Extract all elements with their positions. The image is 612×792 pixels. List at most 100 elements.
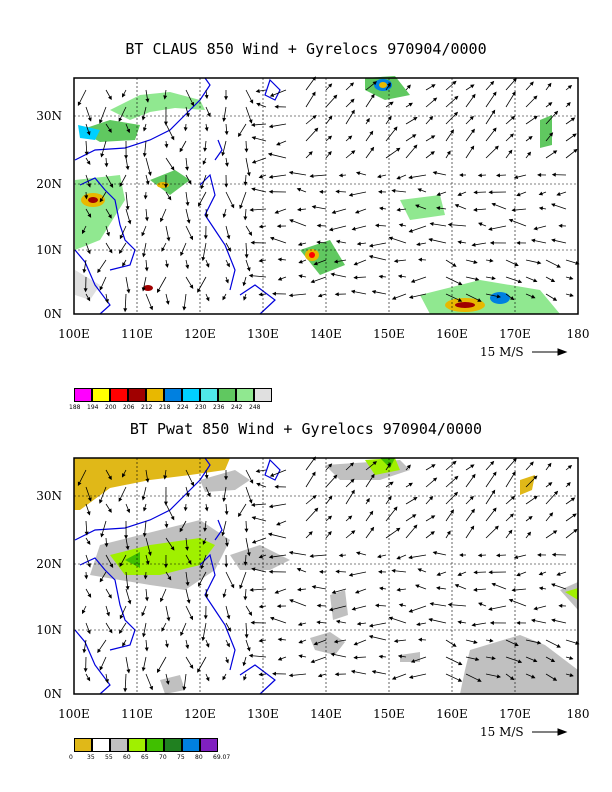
wind-vector-head bbox=[141, 231, 146, 237]
wind-vector-head bbox=[82, 609, 86, 615]
wind-vector-head bbox=[338, 173, 343, 178]
wind-vector-head bbox=[375, 223, 380, 228]
colorbar-label: 242 bbox=[231, 404, 243, 411]
wind-vector-head bbox=[243, 296, 247, 301]
wind-vector-head bbox=[418, 257, 423, 262]
wind-vector-head bbox=[204, 127, 209, 132]
wind-vector-head bbox=[248, 119, 253, 124]
colorbar-label: 188 bbox=[69, 404, 81, 411]
wind-vector-head bbox=[250, 502, 256, 507]
wind-vector-head bbox=[184, 546, 189, 551]
wind-vector-head bbox=[450, 509, 455, 514]
wind-vector-head bbox=[446, 530, 451, 535]
wind-vector-head bbox=[413, 117, 418, 121]
wind-vector-head bbox=[274, 484, 279, 489]
wind-vector-head bbox=[309, 554, 314, 559]
wind-vector-head bbox=[203, 527, 208, 532]
wind-vector-head bbox=[556, 644, 561, 648]
colorbar-label: 75 bbox=[177, 754, 185, 761]
wind-vector-head bbox=[165, 680, 170, 685]
wind-vector-head bbox=[509, 513, 514, 518]
wind-vector-head bbox=[108, 594, 112, 599]
wind-vector-head bbox=[179, 147, 184, 153]
colorbar-label: 248 bbox=[249, 404, 261, 411]
wind-vector-head bbox=[243, 596, 248, 601]
wind-vector-head bbox=[204, 507, 209, 512]
wind-vector-head bbox=[551, 552, 556, 557]
colorbar-swatch bbox=[182, 738, 200, 752]
wind-vector-head bbox=[471, 242, 476, 247]
wind-vector-head bbox=[508, 149, 513, 155]
wind-vector-head bbox=[412, 514, 417, 519]
wind-vector-head bbox=[371, 669, 376, 674]
wind-vector-head bbox=[144, 267, 149, 272]
wind-vector-head bbox=[372, 81, 377, 86]
wind-vector-head bbox=[397, 654, 403, 659]
wind-vector-head bbox=[104, 299, 109, 304]
wind-vector-head bbox=[156, 668, 161, 673]
wind-vector-head bbox=[428, 617, 433, 622]
wind-vector-head bbox=[349, 462, 355, 467]
wind-vector-head bbox=[108, 475, 112, 481]
wind-vector-head bbox=[206, 112, 211, 118]
colorbar-label: 0 bbox=[69, 754, 73, 761]
wind-vector-head bbox=[86, 629, 91, 635]
panel1-title: BT CLAUS 850 Wind + Gyrelocs 970904/0000 bbox=[125, 40, 487, 58]
wind-vector-head bbox=[268, 174, 273, 179]
wind-vector-head bbox=[277, 637, 282, 642]
wind-vector-head bbox=[267, 532, 273, 537]
wind-vector-head bbox=[309, 174, 314, 179]
wind-vector-head bbox=[478, 222, 483, 227]
wind-vector-head bbox=[288, 673, 293, 678]
wind-vector-head bbox=[317, 673, 323, 678]
panel2-lon-label: 120E bbox=[184, 707, 216, 721]
wind-vector-head bbox=[447, 602, 452, 607]
wind-vector-head bbox=[370, 93, 375, 99]
wind-vector-head bbox=[396, 555, 401, 560]
wind-vector-head bbox=[242, 281, 247, 287]
wind-vector-head bbox=[454, 204, 460, 208]
wind-vector-head bbox=[164, 143, 169, 149]
wind-vector-head bbox=[84, 575, 89, 580]
colorbar-swatch bbox=[146, 738, 164, 752]
panel2-map: 30N 20N 10N 0N 100E 110E 120E 130E 140E … bbox=[36, 456, 589, 739]
wind-vector-head bbox=[531, 238, 536, 243]
wind-vector-head bbox=[248, 653, 253, 658]
wind-vector-head bbox=[372, 461, 377, 466]
wind-vector-head bbox=[572, 133, 577, 138]
wind-vector-head bbox=[567, 85, 573, 90]
wind-vector-head bbox=[429, 495, 434, 501]
wind-vector-head bbox=[516, 240, 521, 245]
wind-vector-head bbox=[529, 81, 534, 86]
wind-vector-head bbox=[222, 675, 227, 681]
wind-vector-head bbox=[496, 294, 501, 299]
wind-vector-head bbox=[494, 525, 499, 530]
wind-vector-head bbox=[249, 479, 254, 484]
wind-vector-head bbox=[190, 481, 195, 487]
wind-vector-head bbox=[239, 584, 244, 590]
wind-vector-head bbox=[491, 276, 496, 281]
wind-vector-head bbox=[108, 95, 112, 101]
wind-vector-head bbox=[388, 616, 393, 621]
wind-vector-head bbox=[99, 198, 104, 203]
wind-vector-head bbox=[432, 477, 438, 482]
wind-vector-head bbox=[429, 222, 434, 227]
wind-vector-head bbox=[348, 192, 353, 197]
wind-vector-head bbox=[185, 264, 190, 270]
wind-vector-head bbox=[477, 173, 482, 178]
wind-vector-head bbox=[297, 242, 303, 247]
wind-vector-head bbox=[142, 533, 147, 538]
wind-vector-head bbox=[86, 540, 91, 545]
wind-vector-head bbox=[251, 516, 256, 521]
wind-vector-head bbox=[246, 552, 251, 557]
wind-vector-head bbox=[202, 540, 207, 545]
wind-vector-head bbox=[109, 563, 114, 568]
wind-vector-head bbox=[415, 204, 420, 209]
panel1-lat-label: 20N bbox=[36, 177, 62, 191]
wind-vector-head bbox=[387, 495, 392, 501]
wind-vector-head bbox=[86, 131, 91, 136]
wind-vector-head bbox=[351, 606, 356, 611]
wind-vector-head bbox=[551, 172, 556, 177]
wind-vector-head bbox=[164, 263, 169, 268]
wind-vector-head bbox=[351, 489, 355, 495]
